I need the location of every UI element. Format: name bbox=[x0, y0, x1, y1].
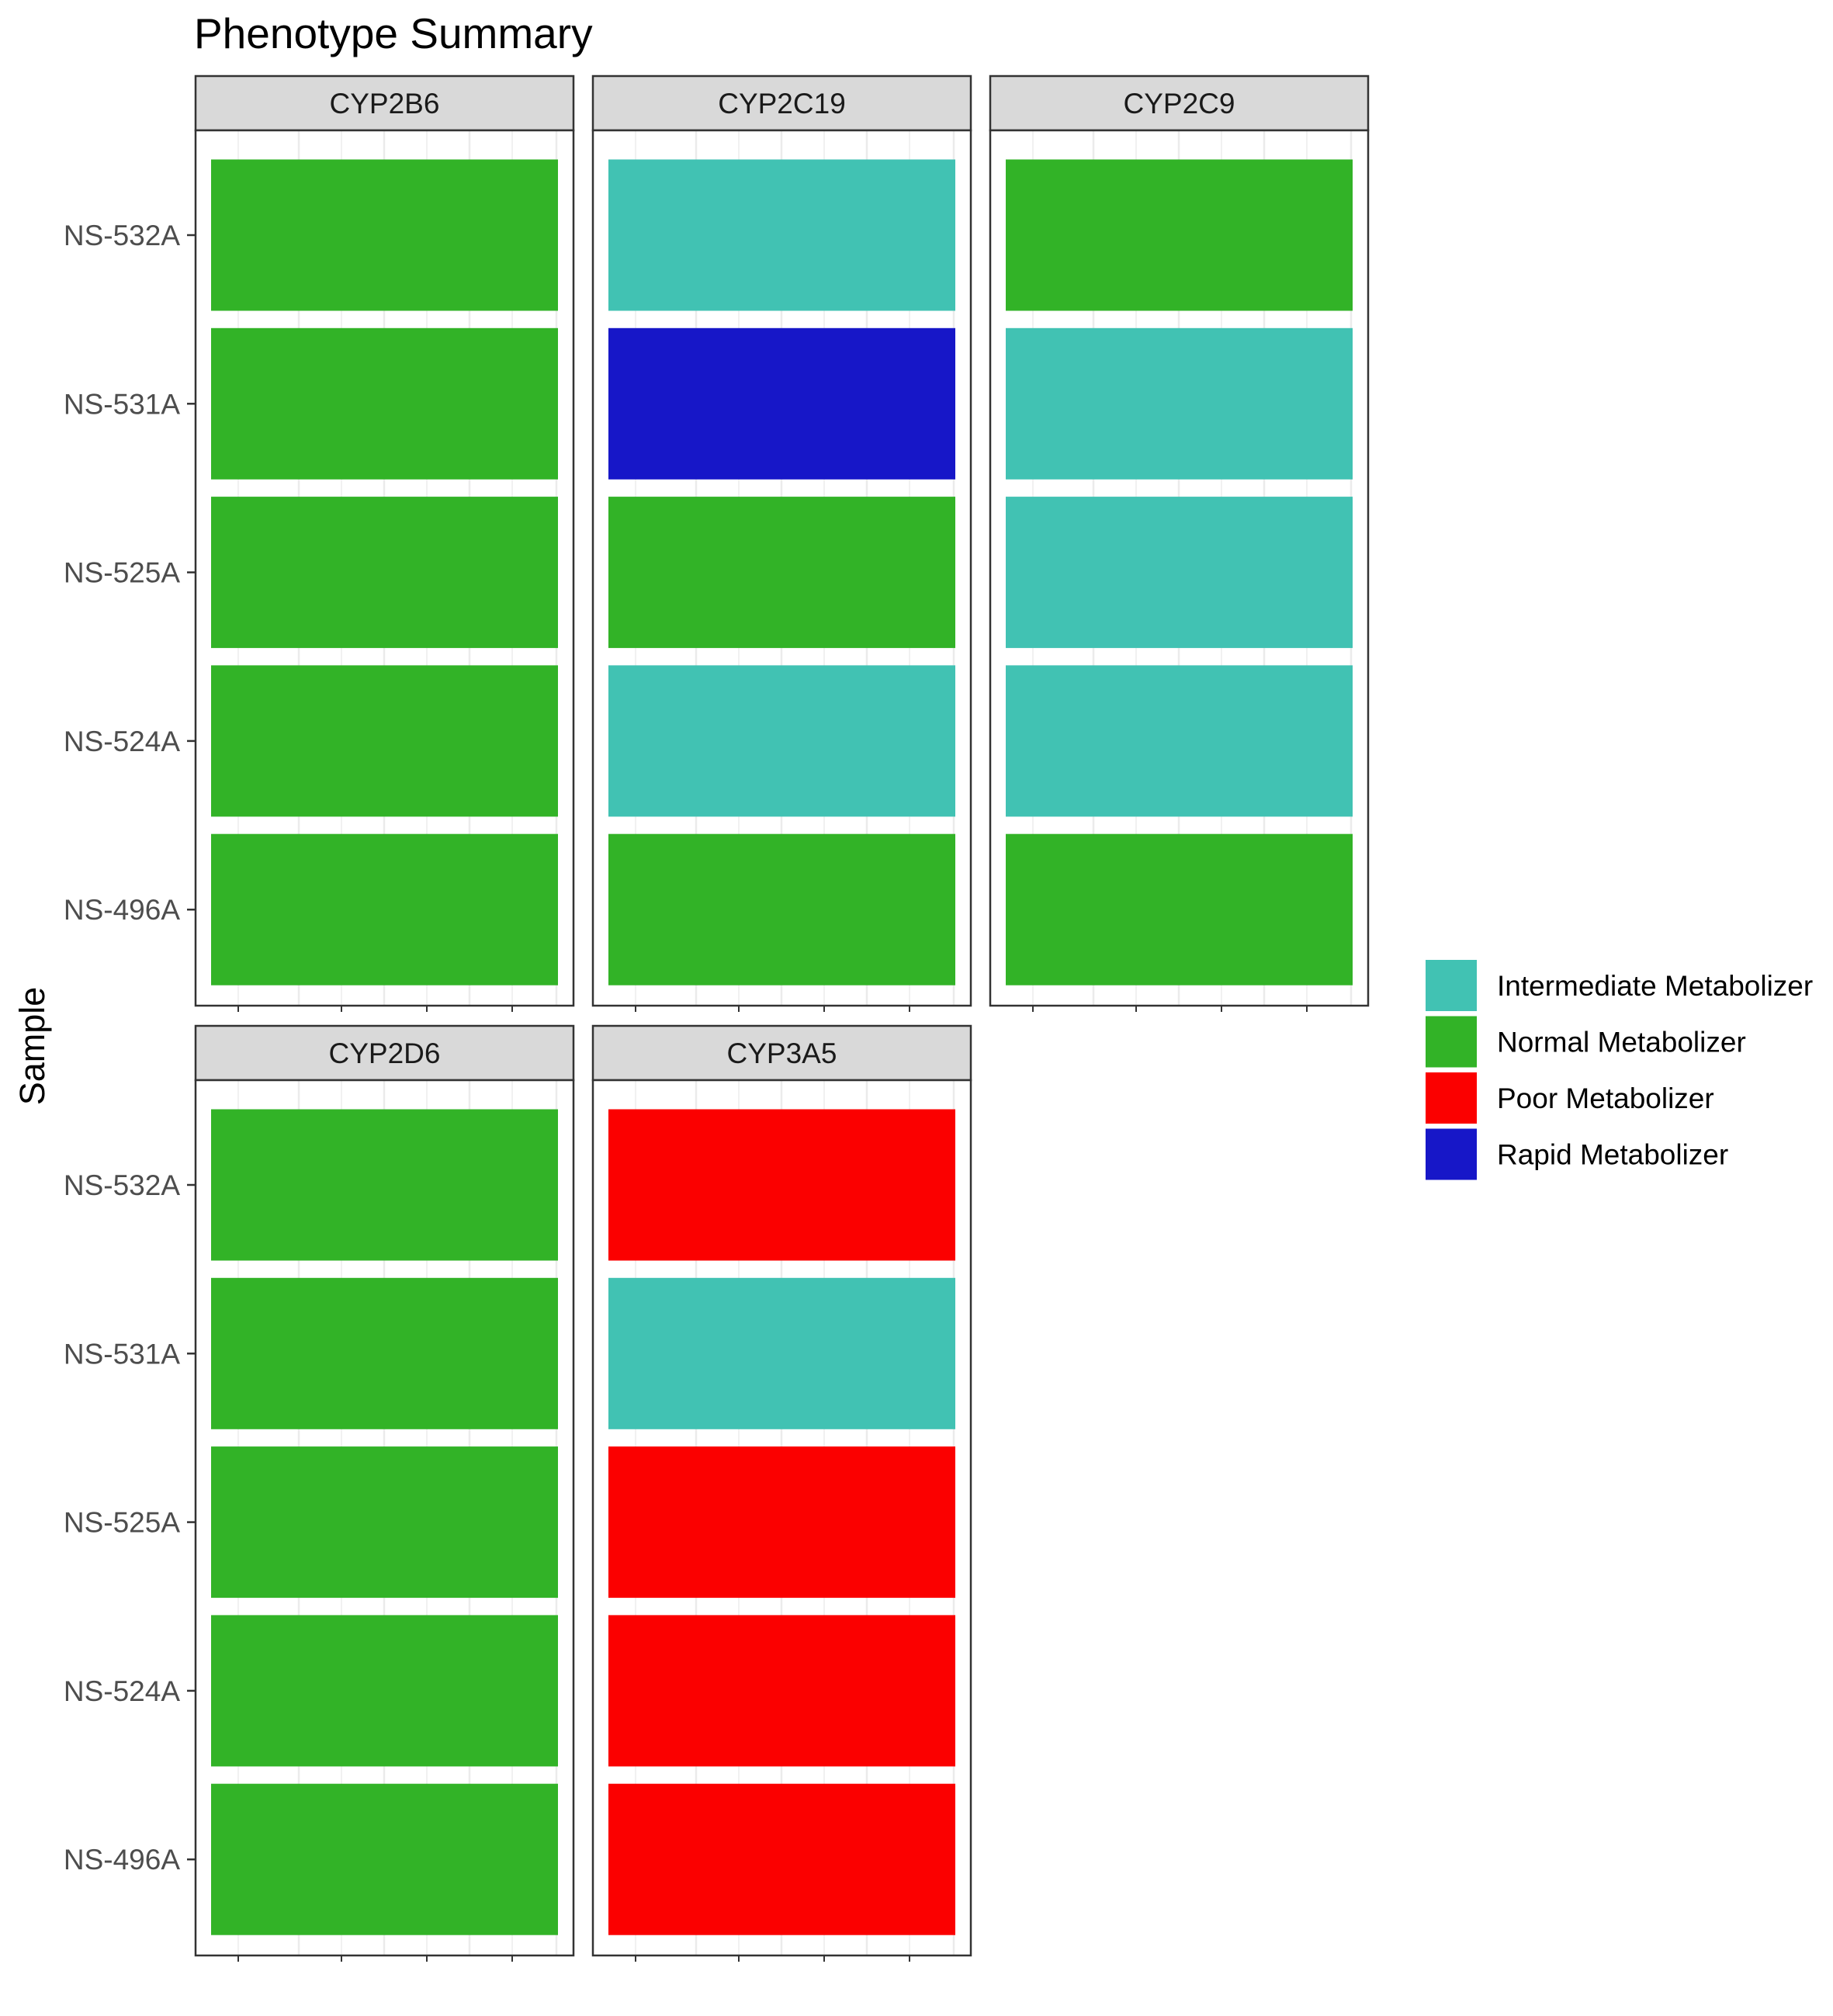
facet-panels: CYP2B6 NS-532A NS-531A NS-525A NS-524A NS-496… bbox=[64, 74, 1370, 1962]
legend: Intermediate Metabolizer Normal Metaboliz… bbox=[1426, 960, 1813, 1180]
legend-item-poor-metabolizer: Poor Metabolizer bbox=[1426, 1072, 1714, 1124]
tile-cyp2c19-ns-525a bbox=[608, 497, 955, 649]
tile-cyp2d6-ns-496a bbox=[211, 1783, 558, 1935]
tile-cyp2c9-ns-524a bbox=[1006, 665, 1353, 817]
facet-strip-label: CYP2D6 bbox=[329, 1037, 441, 1069]
legend-key bbox=[1426, 1128, 1477, 1180]
facet-strip bbox=[591, 74, 972, 132]
tile-cyp2c19-ns-496a bbox=[608, 833, 955, 985]
facet-cyp2c19: CYP2C19 bbox=[591, 74, 972, 1012]
legend-label: Poor Metabolizer bbox=[1497, 1082, 1714, 1114]
y-tick-label: NS-525A bbox=[64, 1507, 180, 1539]
tile-cyp2c19-ns-531a bbox=[608, 327, 955, 480]
facet-strip bbox=[591, 1024, 972, 1082]
tile-cyp2c9-ns-496a bbox=[1006, 833, 1353, 985]
legend-item-normal-metabolizer: Normal Metabolizer bbox=[1426, 1016, 1746, 1068]
tile-cyp2b6-ns-525a bbox=[211, 497, 558, 649]
panel-border bbox=[591, 1079, 972, 1957]
panel-border bbox=[194, 1079, 575, 1957]
panel-border bbox=[591, 129, 972, 1007]
y-tick-label: NS-524A bbox=[64, 726, 180, 757]
tile-cyp2c9-ns-532a bbox=[1006, 159, 1353, 311]
tile-cyp2b6-ns-531a bbox=[211, 327, 558, 480]
facet-cyp2b6: CYP2B6 NS-532A NS-531A NS-525A NS-524A NS-496… bbox=[64, 74, 575, 1012]
facet-strip-label: CYP2C9 bbox=[1124, 88, 1235, 120]
legend-label: Intermediate Metabolizer bbox=[1497, 970, 1813, 1002]
facet-strip-label: CYP2C19 bbox=[718, 88, 846, 120]
tile-cyp2b6-ns-532a bbox=[211, 159, 558, 311]
facet-cyp2c9: CYP2C9 bbox=[989, 74, 1370, 1012]
facet-strip-label: CYP3A5 bbox=[727, 1037, 837, 1069]
facet-cyp3a5: CYP3A5 bbox=[591, 1024, 972, 1962]
y-tick-label: NS-531A bbox=[64, 388, 180, 420]
legend-label: Rapid Metabolizer bbox=[1497, 1139, 1728, 1171]
tile-cyp3a5-ns-525a bbox=[608, 1446, 955, 1599]
tile-cyp2d6-ns-525a bbox=[211, 1446, 558, 1599]
legend-key bbox=[1426, 1072, 1477, 1124]
legend-item-intermediate-metabolizer: Intermediate Metabolizer bbox=[1426, 960, 1813, 1011]
legend-label: Normal Metabolizer bbox=[1497, 1027, 1746, 1058]
tile-cyp2c19-ns-524a bbox=[608, 665, 955, 817]
panel-border bbox=[989, 129, 1370, 1007]
legend-key bbox=[1426, 960, 1477, 1011]
chart-title: Phenotype Summary bbox=[194, 9, 593, 57]
tile-cyp2d6-ns-532a bbox=[211, 1109, 558, 1261]
tile-cyp3a5-ns-524a bbox=[608, 1615, 955, 1767]
legend-item-rapid-metabolizer: Rapid Metabolizer bbox=[1426, 1128, 1728, 1180]
tile-cyp3a5-ns-531a bbox=[608, 1277, 955, 1429]
y-tick-label: NS-532A bbox=[64, 1169, 180, 1201]
facet-strip-label: CYP2B6 bbox=[330, 88, 440, 120]
legend-key bbox=[1426, 1016, 1477, 1068]
y-tick-label: NS-496A bbox=[64, 1844, 180, 1876]
tile-cyp2d6-ns-524a bbox=[211, 1615, 558, 1767]
panel-border bbox=[194, 129, 575, 1007]
facet-strip bbox=[194, 1024, 575, 1082]
y-tick-label: NS-524A bbox=[64, 1675, 180, 1707]
y-tick-label: NS-532A bbox=[64, 220, 180, 251]
tile-cyp2b6-ns-496a bbox=[211, 833, 558, 985]
y-tick-label: NS-525A bbox=[64, 557, 180, 589]
tile-cyp3a5-ns-532a bbox=[608, 1109, 955, 1261]
tile-cyp2d6-ns-531a bbox=[211, 1277, 558, 1429]
tile-cyp2c9-ns-525a bbox=[1006, 497, 1353, 649]
facet-cyp2d6: CYP2D6 NS-532A NS-531A NS-525A NS-524A NS-496… bbox=[64, 1024, 575, 1962]
y-tick-label: NS-496A bbox=[64, 894, 180, 926]
tile-cyp2b6-ns-524a bbox=[211, 665, 558, 817]
y-axis-title: Sample bbox=[12, 987, 52, 1106]
facet-strip bbox=[194, 74, 575, 132]
tile-cyp2c19-ns-532a bbox=[608, 159, 955, 311]
tile-cyp2c9-ns-531a bbox=[1006, 327, 1353, 480]
tile-cyp3a5-ns-496a bbox=[608, 1783, 955, 1935]
y-tick-label: NS-531A bbox=[64, 1338, 180, 1370]
